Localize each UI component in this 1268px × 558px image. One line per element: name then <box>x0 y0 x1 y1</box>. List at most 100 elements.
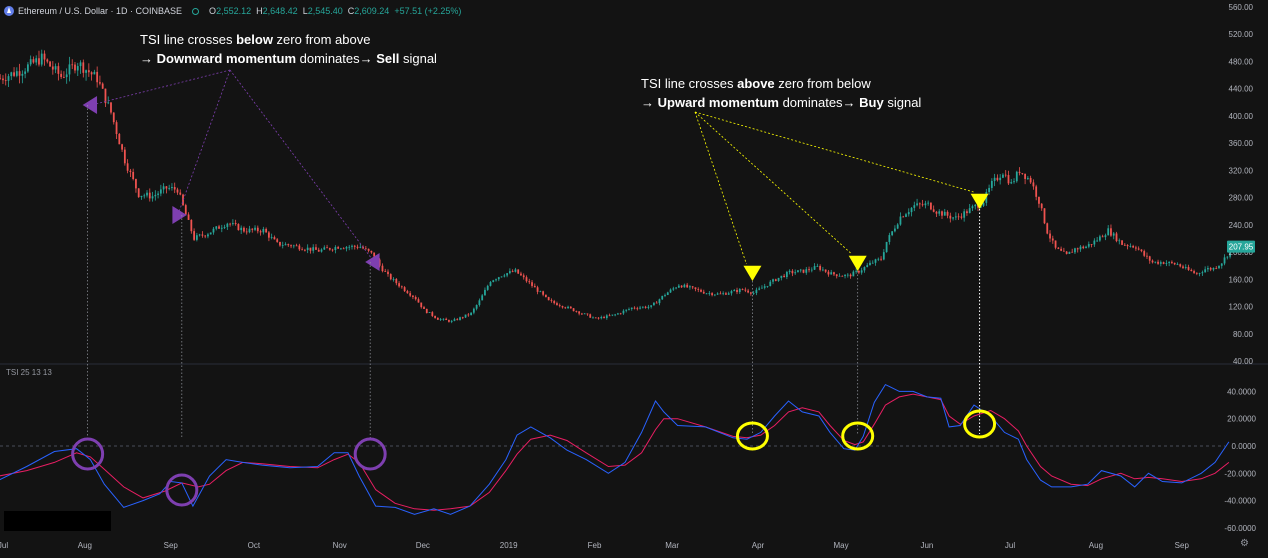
candle-body <box>65 74 68 78</box>
candle-body <box>459 317 461 320</box>
candle-body <box>1168 261 1171 264</box>
candle-body <box>954 216 957 218</box>
candle-body <box>799 269 802 271</box>
candle-body <box>669 289 672 293</box>
candle-body <box>636 308 639 310</box>
sell-circle-icon <box>353 437 387 471</box>
candle-body <box>788 270 791 272</box>
candle-body <box>486 285 489 290</box>
candle-body <box>43 53 46 60</box>
candle-body <box>794 272 797 274</box>
symbol-title[interactable]: Ethereum / U.S. Dollar · 1D · COINBASE <box>18 6 183 16</box>
candle-body <box>927 202 930 204</box>
candle-body <box>520 273 522 276</box>
candle-body <box>1157 261 1159 264</box>
candle-body <box>899 216 902 225</box>
settings-gear-icon[interactable]: ⚙ <box>1240 538 1249 549</box>
candle-body <box>561 306 564 308</box>
sell-connector <box>229 69 375 263</box>
candle-body <box>741 289 744 290</box>
candle-body <box>517 269 520 274</box>
candle-body <box>29 59 32 65</box>
candle-body <box>1184 267 1187 268</box>
candle-body <box>658 299 661 304</box>
candle-body <box>797 270 799 273</box>
candle-body <box>589 314 592 318</box>
indicator-label[interactable]: TSI 25 13 13 <box>6 368 52 377</box>
candle-body <box>542 291 545 295</box>
buy-marker-icon <box>970 193 989 209</box>
candle-body <box>63 76 65 78</box>
candle-body <box>766 285 769 287</box>
candle-body <box>395 279 398 284</box>
candle-body <box>254 227 256 230</box>
candle-body <box>990 180 993 188</box>
candle-body <box>536 287 539 292</box>
time-axis-label: Oct <box>248 541 261 550</box>
candle-body <box>1107 228 1110 236</box>
candle-body <box>398 283 400 287</box>
candle-body <box>35 58 38 63</box>
candle-body <box>1176 264 1179 266</box>
candle-body <box>971 206 974 209</box>
candle-body <box>855 270 858 272</box>
candle-body <box>785 271 788 278</box>
candle-body <box>439 319 442 320</box>
price-axis-label: 360.00 <box>1229 139 1254 148</box>
price-axis-label: 560.00 <box>1229 3 1254 12</box>
candle-body <box>448 320 450 322</box>
candle-body <box>168 188 171 189</box>
candle-body <box>597 317 600 319</box>
candle-body <box>686 284 689 288</box>
buy-line2-bold: Upward momentum <box>657 95 779 110</box>
candle-body <box>107 102 110 104</box>
candle-body <box>938 211 941 214</box>
candle-body <box>406 291 409 294</box>
candle-body <box>223 226 226 228</box>
buy-line1-pre: TSI line crosses <box>641 76 738 91</box>
sell-marker-icon <box>365 253 380 271</box>
candle-body <box>694 287 697 290</box>
candle-body <box>287 244 290 246</box>
candle-body <box>772 279 774 282</box>
candle-body <box>1013 181 1015 183</box>
candle-body <box>761 287 763 289</box>
time-axis-label: Jun <box>920 541 933 550</box>
candle-body <box>495 279 497 281</box>
candle-body <box>284 244 287 246</box>
candle-body <box>578 311 581 314</box>
candle-body <box>1110 228 1112 236</box>
candle-body <box>82 62 85 73</box>
candle-body <box>187 214 190 220</box>
candle-body <box>1096 240 1099 242</box>
candle-body <box>525 277 528 282</box>
candle-body <box>1076 248 1079 250</box>
candle-body <box>1207 268 1209 270</box>
buy-connector <box>694 111 974 193</box>
candle-body <box>722 293 725 295</box>
candle-body <box>1229 250 1231 257</box>
candle-body <box>924 203 927 206</box>
candle-body <box>1018 171 1021 174</box>
candle-body <box>550 300 553 302</box>
close-value: 2,609.24 <box>354 6 390 16</box>
candle-body <box>653 302 655 306</box>
candle-body <box>749 292 752 294</box>
candle-body <box>1173 262 1176 265</box>
candle-body <box>586 313 589 315</box>
candle-body <box>1154 261 1157 263</box>
candle-body <box>201 234 204 236</box>
candle-body <box>522 275 525 278</box>
candle-body <box>1201 272 1204 274</box>
candle-body <box>891 231 894 236</box>
candle-body <box>1046 223 1049 234</box>
candle-body <box>713 294 716 296</box>
candle-body <box>725 293 727 295</box>
candle-body <box>824 269 827 272</box>
buy-line1-post: zero from below <box>774 76 871 91</box>
candle-body <box>968 208 971 214</box>
candle-body <box>431 312 434 316</box>
